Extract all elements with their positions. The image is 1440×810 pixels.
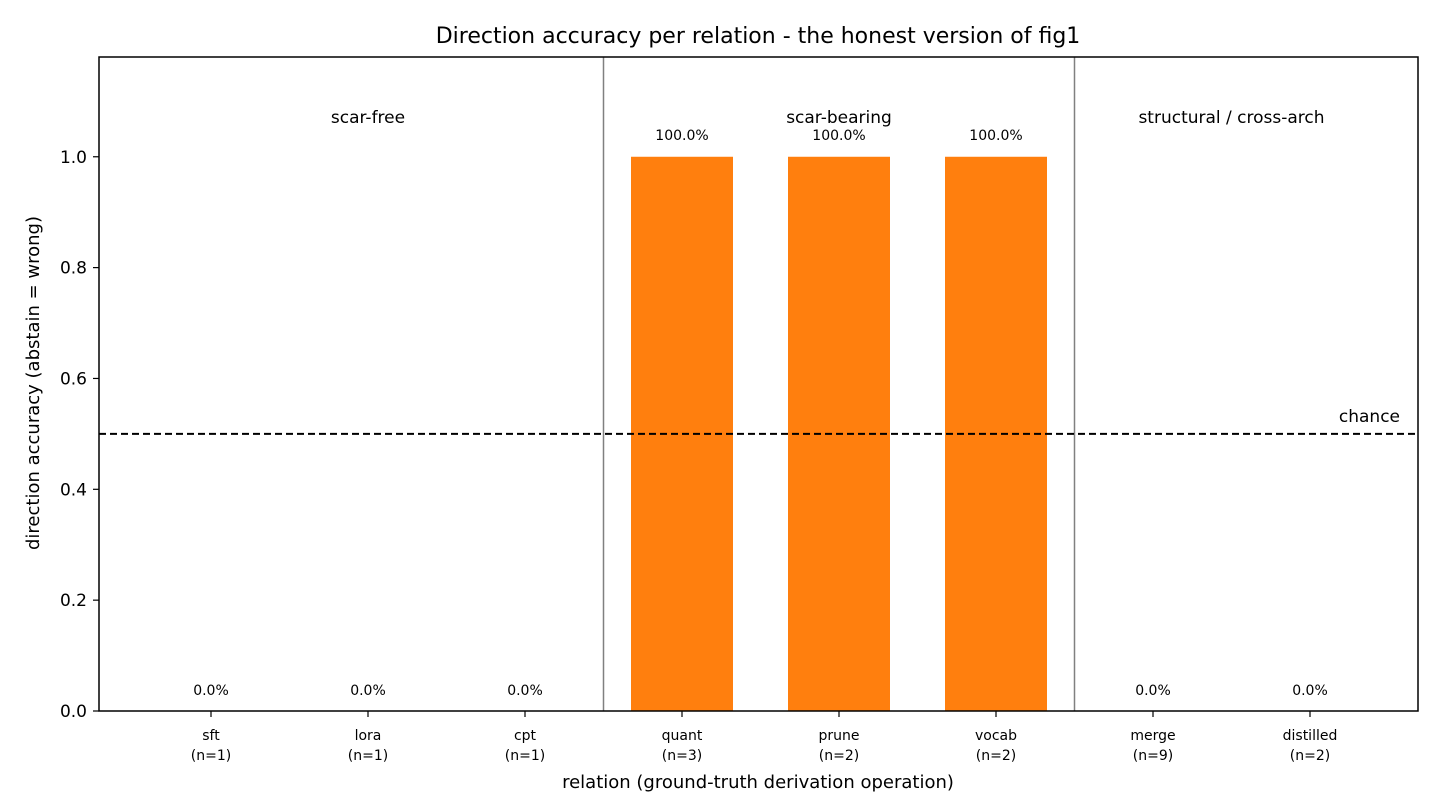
group-label-1: scar-free	[331, 108, 405, 128]
value-label-vocab: 100.0%	[969, 128, 1022, 144]
chance-label: chance	[1339, 407, 1400, 427]
x-tick-count-lora: (n=1)	[348, 748, 388, 764]
y-tick-label: 0.6	[60, 369, 87, 389]
value-label-cpt: 0.0%	[507, 683, 543, 699]
x-tick-label-prune: prune	[818, 728, 859, 744]
x-tick-label-merge: merge	[1130, 728, 1175, 744]
plot-area: scar-free scar-bearing structural / cross-…	[60, 56, 1419, 764]
x-tick-label-sft: sft	[202, 728, 220, 744]
x-tick-label-vocab: vocab	[975, 728, 1017, 744]
y-tick-label: 0.4	[60, 480, 87, 500]
x-tick-count-quant: (n=3)	[662, 748, 702, 764]
y-tick-label: 0.8	[60, 259, 87, 279]
value-label-lora: 0.0%	[350, 683, 386, 699]
value-label-distilled: 0.0%	[1292, 683, 1328, 699]
plot-frame	[98, 56, 1419, 712]
group-label-2: scar-bearing	[786, 108, 892, 128]
y-axis-label: direction accuracy (abstain = wrong)	[23, 216, 44, 550]
x-tick-label-distilled: distilled	[1283, 728, 1338, 744]
y-tick-label: 0.2	[60, 591, 87, 611]
x-tick-count-merge: (n=9)	[1133, 748, 1173, 764]
group-label-3: structural / cross-arch	[1138, 108, 1324, 128]
x-tick-count-distilled: (n=2)	[1290, 748, 1330, 764]
y-tick-label: 1.0	[60, 148, 87, 168]
value-label-merge: 0.0%	[1135, 683, 1171, 699]
x-tick-label-quant: quant	[662, 728, 703, 744]
x-tick-label-lora: lora	[355, 728, 382, 744]
x-tick-count-prune: (n=2)	[819, 748, 859, 764]
x-axis-label: relation (ground-truth derivation operat…	[562, 772, 954, 793]
chart-title: Direction accuracy per relation - the ho…	[436, 24, 1081, 49]
x-tick-count-sft: (n=1)	[191, 748, 231, 764]
value-label-prune: 100.0%	[812, 128, 865, 144]
value-label-quant: 100.0%	[655, 128, 708, 144]
x-tick-count-cpt: (n=1)	[505, 748, 545, 764]
value-label-sft: 0.0%	[193, 683, 229, 699]
x-tick-label-cpt: cpt	[514, 728, 537, 744]
x-tick-count-vocab: (n=2)	[976, 748, 1016, 764]
y-tick-label: 0.0	[60, 702, 87, 722]
